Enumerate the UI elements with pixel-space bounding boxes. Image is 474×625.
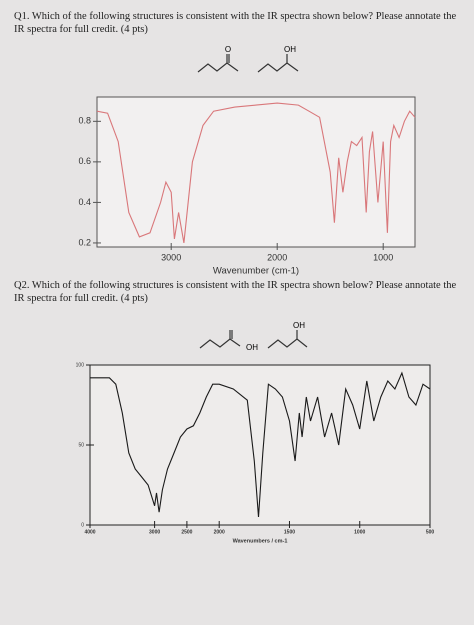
atom-label: OH [246, 343, 258, 352]
y-tick-label: 0.2 [78, 237, 91, 247]
y-tick-label: 0 [81, 522, 84, 528]
spectrum-line [96, 102, 416, 243]
y-tick-label: 0.4 [78, 197, 91, 207]
y-tick-label: 0.6 [78, 156, 91, 166]
x-tick-label: 500 [426, 529, 435, 535]
x-axis-label: Wavenumber (cm-1) [213, 266, 299, 277]
structure [199, 330, 308, 349]
x-axis-label: Wavenumbers / cm-1 [233, 538, 288, 544]
spectrum-line [90, 371, 431, 518]
plot-area [96, 96, 416, 248]
atom-label: OH [284, 45, 296, 54]
question-text: Q2. Which of the following structures is… [14, 280, 457, 304]
x-tick-label: 3000 [161, 252, 181, 262]
x-tick-label: 2000 [214, 529, 225, 535]
x-tick-label: 3000 [149, 529, 160, 535]
x-tick-label: 4000 [84, 529, 95, 535]
y-tick-label: 0.8 [78, 116, 91, 126]
x-tick-label: 2500 [181, 529, 192, 535]
x-tick-label: 1000 [373, 252, 393, 262]
atom-label: OH [293, 321, 305, 330]
question-text: Q1. Which of the following structures is… [14, 11, 457, 35]
x-tick-label: 2000 [267, 252, 287, 262]
atom-label: O [225, 45, 231, 54]
x-tick-label: 1000 [354, 529, 365, 535]
y-tick-label: 50 [78, 442, 84, 448]
structure [197, 54, 299, 73]
x-tick-label: 1500 [284, 529, 295, 535]
y-tick-label: 100 [76, 362, 85, 368]
